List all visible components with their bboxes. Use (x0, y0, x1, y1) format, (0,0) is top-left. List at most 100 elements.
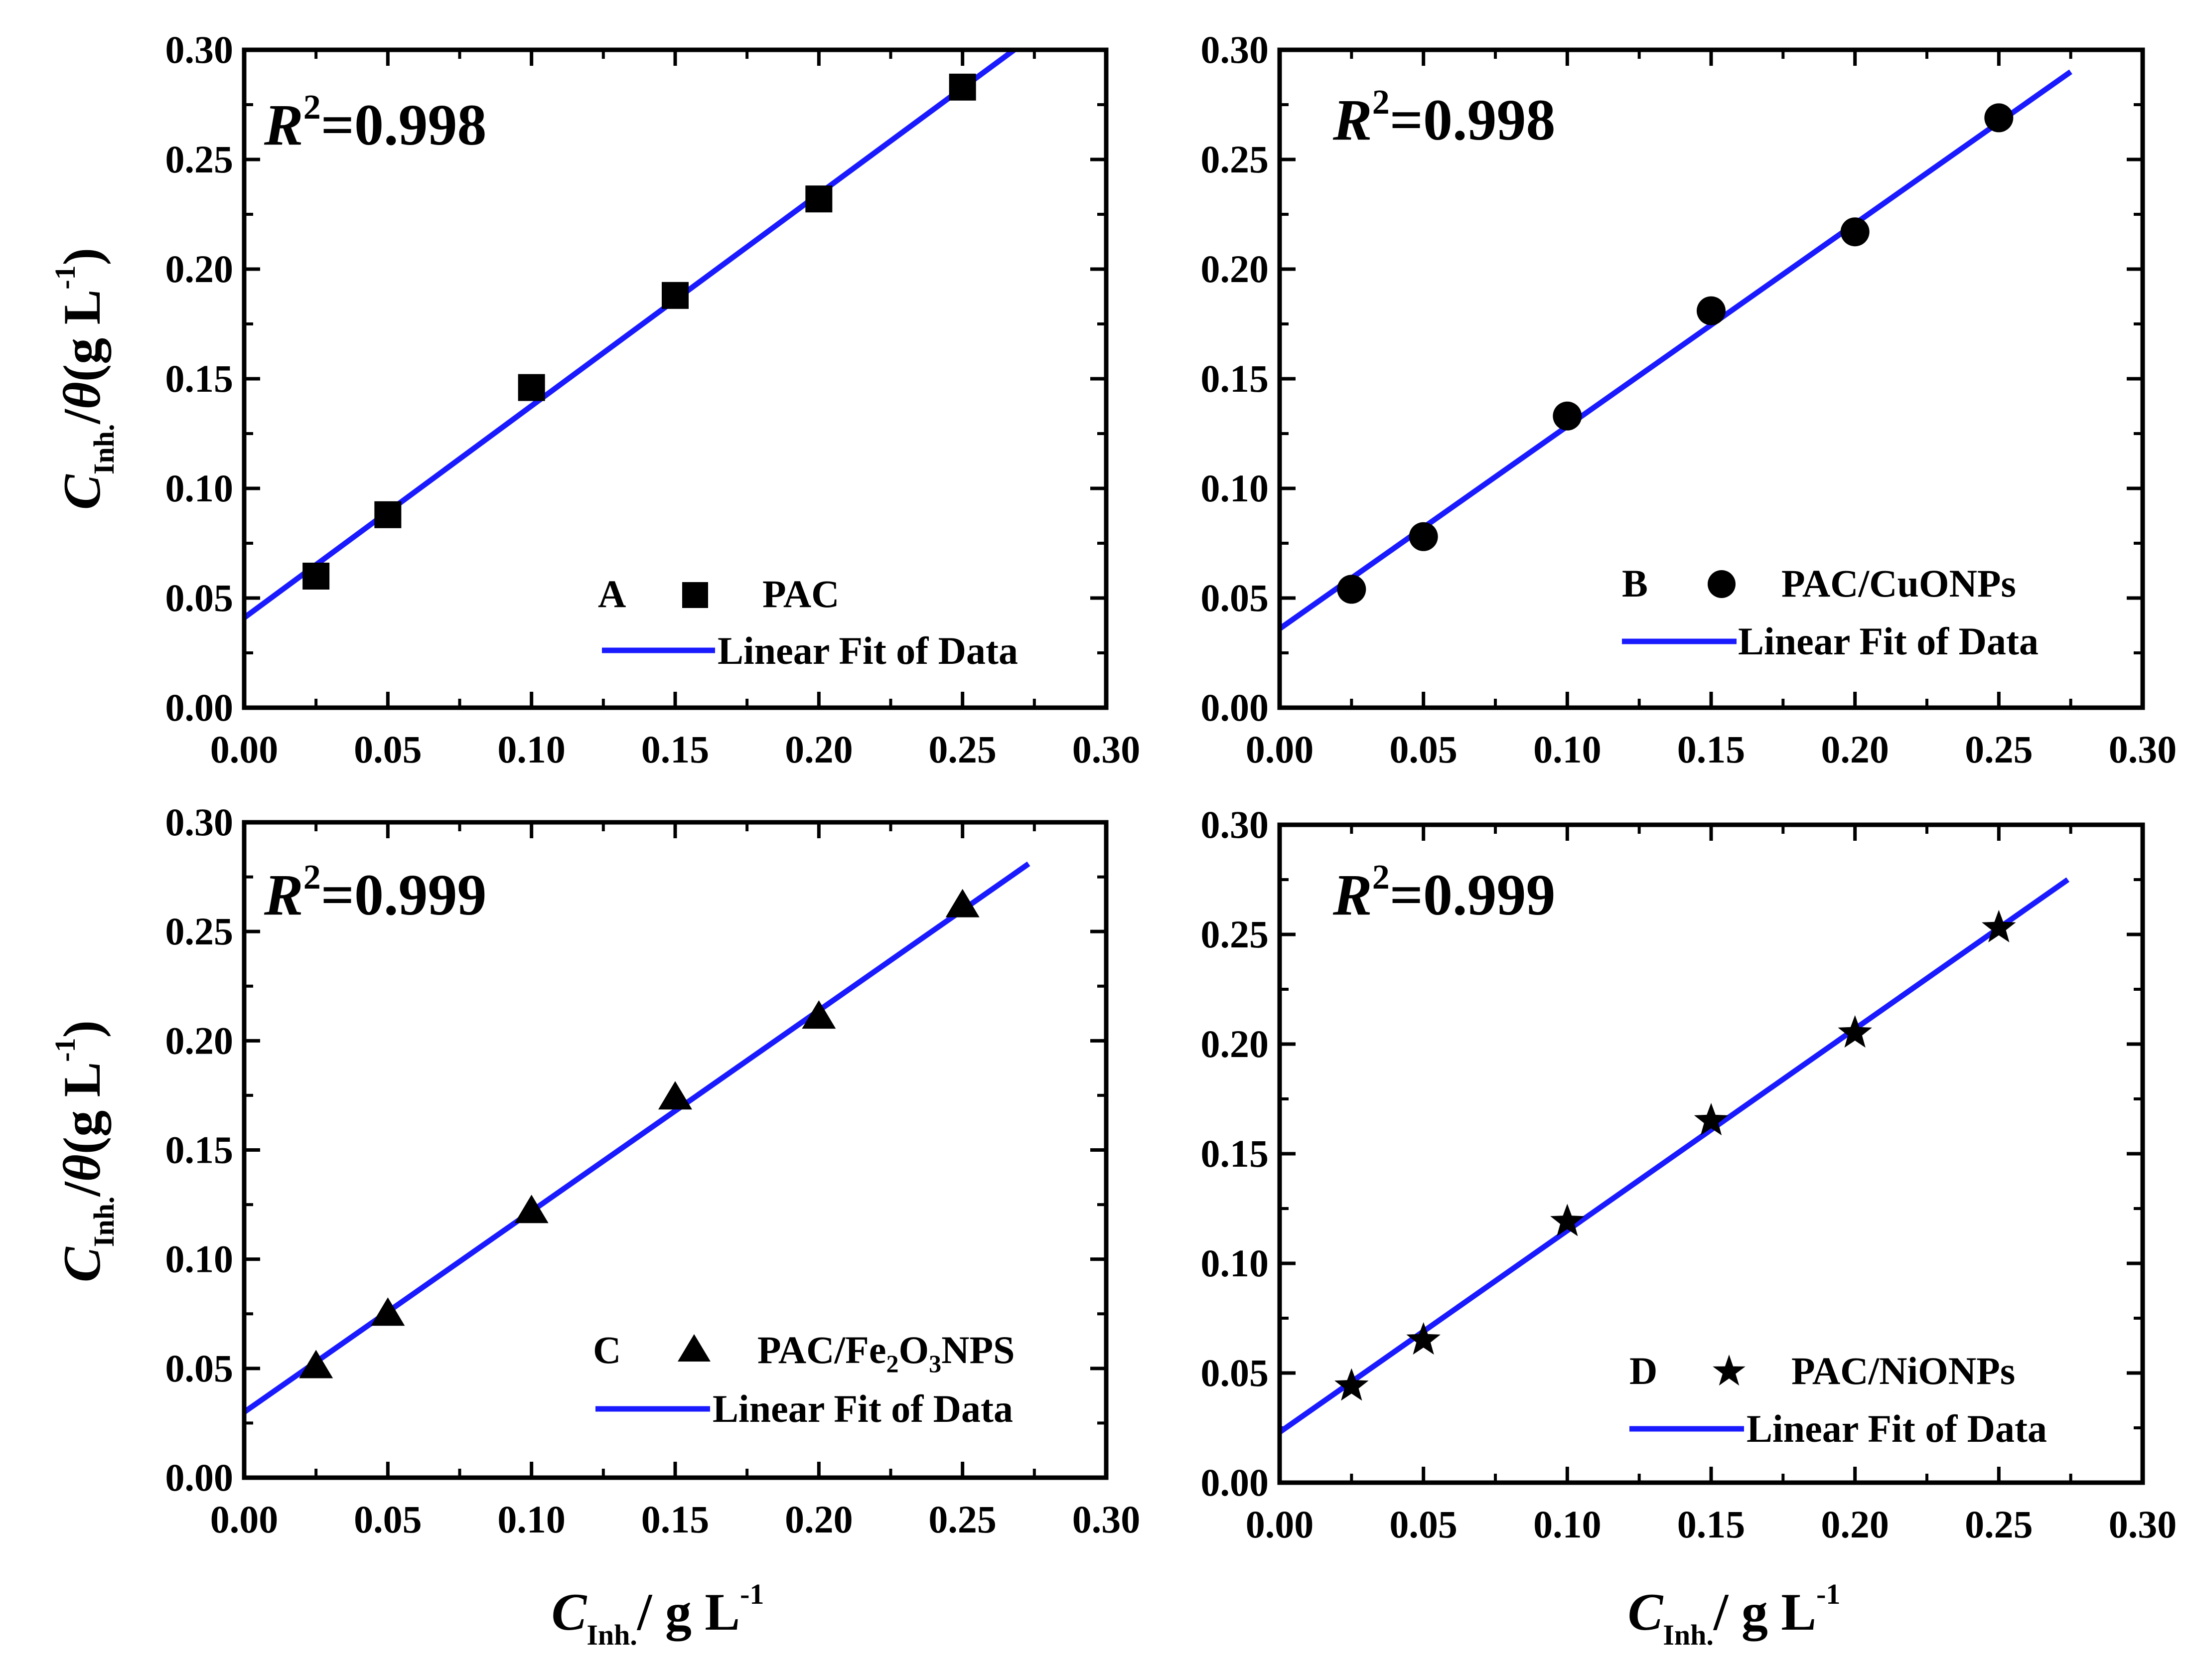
y-tick-label: 0.20 (165, 247, 234, 291)
data-point (1409, 522, 1438, 551)
y-axis-title-theta: θ (53, 1154, 111, 1182)
data-point (1697, 296, 1726, 325)
y-axis-title-exponent: -1 (49, 265, 81, 289)
y-tick-label: 0.30 (165, 800, 234, 844)
y-tick-label: 0.00 (1201, 1461, 1269, 1504)
data-point (1840, 217, 1870, 247)
legend-series-subscript: 3 (929, 1350, 941, 1377)
x-tick-label: 0.05 (354, 728, 422, 771)
legend-fit-label-a: Linear Fit of Data (718, 629, 1018, 672)
r2-value: =0.998 (321, 92, 487, 157)
x-tick-label: 0.10 (497, 1498, 566, 1541)
y-tick-label: 0.25 (165, 910, 234, 953)
data-point (1553, 401, 1582, 431)
y-tick-label: 0.10 (1201, 466, 1269, 510)
data-point (1550, 1204, 1585, 1236)
y-axis-title-subscript: Inh. (88, 1197, 120, 1247)
x-tick-label: 0.20 (1821, 1503, 1889, 1546)
data-point (949, 73, 976, 101)
svg-text:CInh./θ(g L-1): CInh./θ(g L-1) (49, 248, 120, 510)
y-tick-label: 0.15 (1201, 357, 1269, 400)
legend-series-label-d: PAC/NiONPs (1791, 1349, 2015, 1392)
data-point (945, 889, 980, 917)
x-tick-label: 0.25 (928, 728, 997, 771)
x-tick-label: 0.30 (1072, 1498, 1141, 1541)
y-tick-label: 0.05 (165, 576, 234, 619)
data-point (658, 1081, 692, 1110)
r2-label-c: R2=0.999 (264, 858, 486, 927)
x-tick-label: 0.20 (785, 1498, 853, 1541)
data-point (374, 501, 402, 528)
r2-value: =0.999 (321, 862, 487, 927)
y-tick-label: 0.00 (165, 1456, 234, 1499)
x-tick-label: 0.15 (641, 728, 710, 771)
y-axis-title-subscript: Inh. (88, 424, 120, 475)
data-point (1982, 910, 2016, 942)
r2-label-b: R2=0.998 (1332, 83, 1555, 153)
y-tick-label: 0.10 (1201, 1241, 1269, 1285)
data-point (371, 1297, 405, 1326)
fit-line-a (242, 47, 1016, 620)
r2-symbol: R (1332, 87, 1372, 153)
y-tick-label: 0.10 (165, 1237, 234, 1281)
legend-panel-letter-b: B (1622, 562, 1648, 605)
legend-series-label-a: PAC (762, 572, 840, 615)
x-tick-label: 0.15 (1677, 728, 1746, 771)
y-tick-label: 0.05 (165, 1347, 234, 1390)
x-axis-title-subscript: Inh. (586, 1619, 637, 1651)
y-axis-title-c: C (53, 1246, 111, 1282)
legend-series-part: NPS (941, 1328, 1015, 1372)
y-tick-label: 0.20 (1201, 247, 1269, 291)
data-point (1337, 575, 1366, 604)
x-tick-label: 0.25 (928, 1498, 997, 1541)
r2-exponent: 2 (303, 858, 321, 897)
x-tick-label: 0.15 (1677, 1503, 1746, 1546)
data-point (1694, 1103, 1729, 1136)
y-axis-title-unit: (g L (53, 1062, 111, 1155)
y-axis-title-close: ) (53, 1020, 111, 1038)
panel-a: 0.00 0.05 0.10 0.15 0.20 0.25 0.30 0.00 0.05 0.10… (165, 28, 1141, 771)
x-axis-title-right: CInh./ g L-1 (1628, 1578, 1841, 1651)
y-tick-label: 0.10 (165, 466, 234, 510)
plot-frame-c (242, 820, 1109, 1480)
y-tick-label: 0.30 (1201, 803, 1269, 846)
r2-label-a: R2=0.998 (264, 88, 486, 157)
r2-exponent: 2 (303, 88, 321, 127)
y-tick-label: 0.05 (1201, 1351, 1269, 1394)
y-axis-title-exponent: -1 (49, 1038, 81, 1062)
x-tick-label: 0.05 (1389, 728, 1458, 771)
x-tick-label: 0.20 (1821, 728, 1889, 771)
y-tick-label: 0.25 (165, 138, 234, 181)
markers-d (1334, 910, 2016, 1401)
legend-marker-star (1713, 1355, 1746, 1386)
y-axis-title-theta: θ (53, 382, 111, 409)
y-tick-label: 0.20 (1201, 1022, 1269, 1066)
legend-series-label-c: PAC/Fe2O3NPS (757, 1328, 1015, 1377)
y-tick-label: 0.15 (165, 1128, 234, 1172)
r2-exponent: 2 (1372, 858, 1390, 897)
plot-frame-a (242, 47, 1109, 710)
fit-line-d (1278, 877, 2070, 1435)
x-tick-label: 0.30 (1072, 728, 1141, 771)
x-axis-title-c: C (1628, 1583, 1664, 1641)
legend-panel-letter-d: D (1629, 1349, 1657, 1392)
r2-symbol: R (1332, 862, 1372, 927)
x-axis-title-exponent: -1 (740, 1578, 764, 1610)
legend-series-part: O (898, 1328, 929, 1372)
svg-text:CInh./θ(g L-1): CInh./θ(g L-1) (49, 1020, 120, 1282)
y-tick-label: 0.25 (1201, 913, 1269, 956)
y-tick-label: 0.30 (1201, 28, 1269, 71)
legend-marker-square (682, 582, 708, 608)
y-tick-label: 0.00 (1201, 686, 1269, 729)
y-axis-title-slash: / (53, 409, 111, 425)
r2-label-d: R2=0.999 (1332, 858, 1555, 927)
data-point (514, 1195, 549, 1223)
x-axis-title-left: CInh./ g L-1 (552, 1578, 764, 1651)
data-point (299, 1350, 333, 1378)
data-point (518, 374, 545, 401)
data-point (802, 1000, 836, 1029)
legend-series-label-b: PAC/CuONPs (1781, 562, 2016, 605)
legend-panel-letter-c: C (593, 1328, 621, 1372)
data-point (302, 563, 330, 590)
